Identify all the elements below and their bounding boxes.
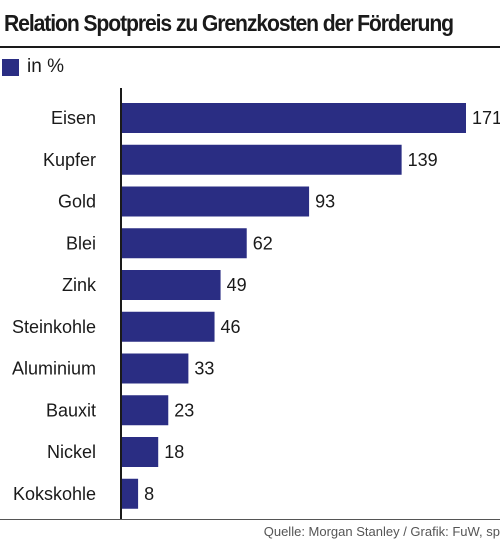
legend-swatch [2, 58, 19, 76]
value-label-gold: 93 [315, 192, 335, 212]
value-label-aluminium: 33 [194, 359, 214, 379]
legend-label: in % [27, 56, 64, 77]
source-note: Quelle: Morgan Stanley / Grafik: FuW, sp [263, 524, 500, 539]
category-label-steinkohle: Steinkohle [12, 317, 96, 337]
bar-kupfer [122, 144, 402, 175]
bar-kokskohle [122, 478, 139, 509]
category-label-kupfer: Kupfer [43, 150, 96, 170]
bar-bauxit [122, 395, 169, 426]
bar-gold [122, 186, 310, 217]
footer-rule [0, 519, 500, 520]
category-label-blei: Blei [66, 233, 96, 253]
chart-title: Relation Spotpreis zu Grenzkosten der Fö… [4, 10, 454, 36]
category-label-kokskohle: Kokskohle [13, 484, 96, 504]
category-label-eisen: Eisen [51, 108, 96, 128]
bar-eisen [122, 103, 466, 133]
category-label-nickel: Nickel [47, 442, 96, 462]
value-label-kupfer: 139 [408, 150, 438, 170]
bar-aluminium [122, 353, 189, 384]
bar-blei [122, 228, 247, 259]
value-label-bauxit: 23 [174, 400, 194, 420]
value-label-blei: 62 [253, 233, 273, 253]
value-label-steinkohle: 46 [221, 317, 241, 337]
category-label-bauxit: Bauxit [46, 400, 96, 420]
bar-zink [122, 270, 221, 300]
legend: in % [2, 54, 64, 80]
category-label-zink: Zink [62, 275, 97, 295]
bar-nickel [122, 437, 159, 467]
value-label-eisen: 171 [472, 108, 500, 128]
value-label-nickel: 18 [164, 442, 184, 462]
bar-chart: Eisen 171 Kupfer 139 Gold 93 Blei 62 Zink 49 Stein… [12, 88, 500, 520]
category-label-gold: Gold [58, 192, 96, 212]
category-label-aluminium: Aluminium [12, 359, 96, 379]
value-label-kokskohle: 8 [144, 484, 154, 504]
title-rule [0, 46, 500, 48]
bar-steinkohle [122, 311, 215, 342]
value-label-zink: 49 [227, 275, 247, 295]
